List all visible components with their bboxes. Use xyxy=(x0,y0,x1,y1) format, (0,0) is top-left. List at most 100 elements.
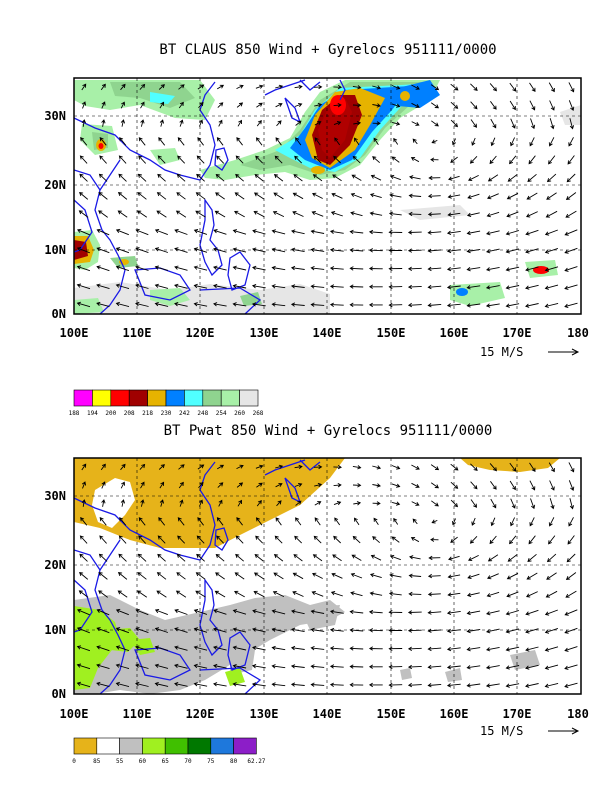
wind-vector xyxy=(469,535,478,544)
wind-vector xyxy=(529,137,535,147)
colorbar-swatch xyxy=(184,389,204,407)
wind-vector xyxy=(294,84,303,90)
wind-vector xyxy=(564,284,578,290)
wind-vector xyxy=(333,501,342,506)
wind-vector xyxy=(486,266,500,272)
wind-vector xyxy=(329,302,344,307)
wind-vector xyxy=(525,628,539,634)
wind-vector xyxy=(490,481,497,490)
wind-vector xyxy=(549,118,555,130)
wind-vector xyxy=(525,646,539,652)
claus-y-axis: 30N 20N 10N 0N xyxy=(44,109,66,321)
wind-vector xyxy=(567,155,575,165)
wind-vector xyxy=(568,100,575,112)
wind-vector xyxy=(196,535,205,544)
wind-vector xyxy=(177,517,185,526)
wind-vector xyxy=(156,590,167,598)
wind-vector xyxy=(330,591,343,597)
wind-vector xyxy=(271,284,286,289)
wind-vector xyxy=(217,482,224,488)
wind-vector xyxy=(252,609,266,615)
panel-pwat-title: BT Pwat 850 Wind + Gyrelocs 951111/0000 xyxy=(164,423,493,439)
wind-vector xyxy=(232,682,247,687)
wind-vector xyxy=(467,573,480,580)
wind-vector xyxy=(156,210,167,218)
wind-vector xyxy=(159,481,165,489)
pwat-x-tick-120e: 120E xyxy=(186,707,215,721)
wind-vector xyxy=(154,265,169,271)
wind-vector xyxy=(368,609,383,615)
wind-vector xyxy=(564,229,578,236)
wind-vector xyxy=(273,192,284,200)
wind-vector xyxy=(427,266,442,272)
wind-vector xyxy=(310,645,325,651)
wind-vector xyxy=(452,518,457,526)
wind-vector xyxy=(118,173,127,182)
wind-vector xyxy=(99,516,107,526)
wind-vector xyxy=(393,137,399,145)
wind-vector xyxy=(446,628,461,634)
wind-vector xyxy=(427,628,442,633)
wind-vector xyxy=(430,464,440,471)
wind-vector xyxy=(466,647,481,652)
wind-vector xyxy=(466,610,481,616)
wind-vector xyxy=(101,119,106,127)
colorbar-swatch xyxy=(92,389,112,407)
wind-vector xyxy=(79,572,89,580)
wind-vector xyxy=(314,102,323,108)
wind-vector xyxy=(329,266,344,271)
wind-vector xyxy=(354,517,360,526)
wind-vector xyxy=(329,247,344,253)
wind-vector xyxy=(216,464,225,470)
wind-vector xyxy=(428,175,441,181)
wind-vector xyxy=(158,464,165,470)
claus-y-tick-30n: 30N xyxy=(44,109,66,123)
wind-vector xyxy=(176,192,186,200)
wind-vector xyxy=(446,665,461,670)
wind-vector xyxy=(98,192,108,200)
wind-vector xyxy=(549,100,555,111)
wind-vector xyxy=(98,590,108,598)
wind-vector xyxy=(333,155,342,164)
wind-vector xyxy=(486,248,500,254)
colorbar-label: 62.27 xyxy=(247,758,265,765)
wind-vector xyxy=(389,174,401,181)
wind-vector xyxy=(217,102,224,108)
wind-vector xyxy=(178,464,185,470)
wind-vector xyxy=(215,553,225,562)
wind-vector xyxy=(99,155,107,164)
wind-vector xyxy=(329,664,344,669)
wind-vector xyxy=(470,83,478,92)
wind-vector xyxy=(510,498,516,509)
claus-shading xyxy=(74,80,581,314)
wind-vector xyxy=(135,247,149,254)
wind-vector xyxy=(331,572,343,579)
wind-vector xyxy=(216,84,225,90)
wind-vector xyxy=(349,627,364,633)
wind-vector xyxy=(290,645,305,651)
wind-vector xyxy=(234,590,245,598)
colorbar-label: 254 xyxy=(216,410,227,417)
pwat-x-tick-160e: 160E xyxy=(440,707,469,721)
wind-vector xyxy=(255,517,263,526)
claus-x-tick-180: 180 xyxy=(567,326,589,340)
wind-vector xyxy=(505,248,520,254)
wind-vector xyxy=(349,664,364,669)
wind-vector xyxy=(450,101,459,109)
wind-vector xyxy=(193,265,208,271)
wind-vector xyxy=(154,247,169,253)
wind-vector xyxy=(466,285,481,290)
wind-vector xyxy=(407,266,422,271)
wind-vector xyxy=(427,230,442,235)
wind-vector xyxy=(446,303,461,308)
pwat-map-frame xyxy=(73,457,582,695)
wind-vector xyxy=(372,156,380,164)
wind-vector xyxy=(79,192,89,200)
wind-vector xyxy=(232,229,247,235)
wind-vector xyxy=(98,173,108,182)
colorbar-swatch xyxy=(110,389,130,407)
wind-vector xyxy=(196,173,205,182)
wind-vector xyxy=(349,229,364,235)
wind-vector xyxy=(490,517,496,527)
wind-vector xyxy=(509,462,517,472)
